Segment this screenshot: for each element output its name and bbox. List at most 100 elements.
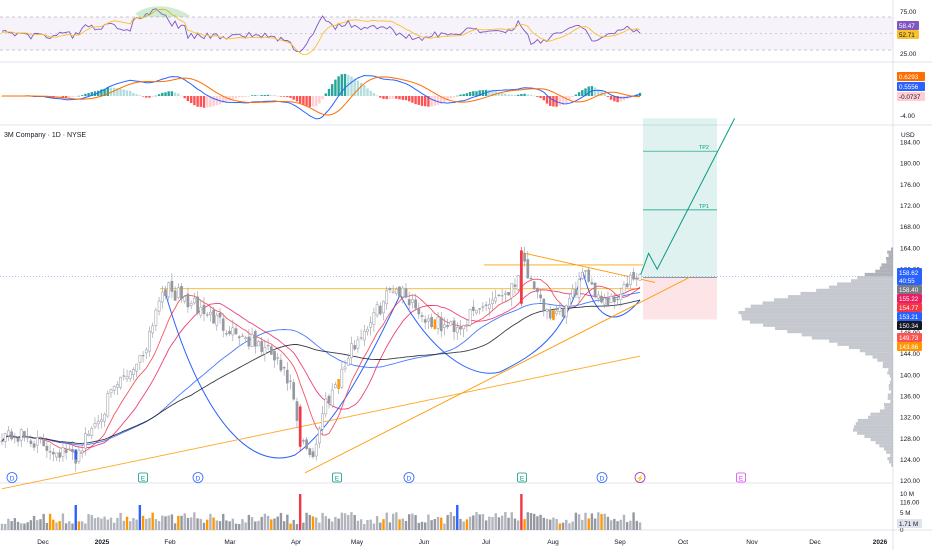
volume-profile-bar: [850, 279, 893, 283]
candle-body: [516, 275, 520, 290]
price-tick-label: 164.00: [900, 245, 920, 252]
profit-zone: [643, 118, 717, 278]
volume-profile-bar: [888, 387, 893, 391]
macd-histogram-bar: [270, 95, 273, 96]
macd-histogram-bar: [308, 96, 311, 107]
volume-bar: [327, 518, 331, 530]
volume-bar: [462, 521, 465, 530]
volume-profile-bar: [744, 307, 893, 311]
volume-profile-bar: [749, 320, 893, 324]
volume-bar: [77, 521, 81, 530]
volume-bar: [574, 512, 578, 530]
volume-bar: [606, 516, 610, 530]
candle-body: [215, 314, 219, 326]
volume-profile-bar: [888, 253, 893, 257]
target-label: TP2: [699, 145, 709, 151]
candle-body: [189, 303, 193, 306]
volume-profile-bar: [864, 272, 893, 277]
candle-body: [39, 436, 42, 439]
volume-bar: [234, 523, 238, 530]
volume-bar: [340, 512, 344, 530]
target-label: TP1: [699, 204, 709, 210]
candle-body: [427, 318, 430, 322]
volume-bar: [497, 517, 501, 530]
volume-bar: [491, 517, 494, 530]
price-badge: [897, 333, 922, 342]
volume-bar: [80, 521, 84, 530]
volume-bar: [61, 513, 65, 530]
rsi-tick-label: 25.00: [900, 51, 917, 58]
volume-bar: [513, 518, 517, 530]
macd-histogram-bar: [106, 87, 109, 96]
macd-histogram-bar: [311, 96, 315, 107]
volume-bar: [331, 521, 334, 530]
candle-body: [558, 307, 562, 312]
event-marker-label: D: [407, 476, 412, 483]
volume-profile-bar: [852, 428, 893, 432]
candle-body: [237, 336, 241, 339]
volume-bar: [539, 514, 542, 530]
macd-histogram-bar: [74, 96, 77, 97]
volume-bar: [154, 519, 158, 530]
macd-histogram-bar: [141, 96, 145, 97]
volume-profile-bar: [811, 336, 893, 340]
candle-body: [375, 304, 379, 316]
dividend-marker-icon: [6, 472, 18, 483]
candle-body: [0, 440, 4, 443]
candle-body: [449, 321, 453, 326]
macd-histogram-bar: [87, 93, 90, 96]
macd-histogram-bar: [173, 92, 177, 96]
candle-body: [587, 269, 591, 282]
volume-bar: [587, 518, 590, 530]
volume-bar: [321, 512, 324, 530]
volume-profile-bar: [890, 399, 893, 404]
macd-histogram-bar: [379, 96, 382, 98]
volume-bar: [593, 518, 597, 530]
candle-body: [244, 337, 248, 340]
price-tick-label: 176.00: [900, 182, 920, 189]
macd-histogram-bar: [536, 96, 539, 97]
macd-histogram-bar: [180, 95, 183, 97]
macd-badge: [897, 92, 925, 101]
candle-body: [398, 286, 401, 297]
volume-bar: [125, 516, 129, 530]
candle-body: [330, 389, 334, 407]
macd-histogram-bar: [568, 96, 571, 100]
macd-histogram-bar: [302, 96, 305, 105]
volume-profile-bar: [888, 383, 893, 388]
dividend-marker-icon: [403, 472, 415, 483]
candle-body: [568, 298, 571, 307]
time-axis-label: 2025: [95, 539, 110, 546]
candle-body: [180, 285, 183, 299]
volume-bar: [568, 523, 571, 530]
macd-histogram-bar: [343, 73, 347, 96]
candle-body: [90, 428, 94, 436]
candle-body: [423, 319, 427, 323]
volume-profile-bar: [887, 371, 893, 375]
earnings-marker-icon: [517, 472, 527, 483]
candle-body: [481, 306, 485, 308]
split-marker-icon: [634, 472, 646, 483]
volume-profile-bar: [879, 409, 893, 413]
macd-histogram-bar: [369, 90, 372, 96]
volume-bar: [180, 515, 183, 530]
volume-profile-bar: [837, 342, 893, 346]
volume-profile-bar: [867, 415, 893, 419]
volume-bar: [353, 515, 356, 530]
candle-body: [353, 345, 357, 350]
candle-body: [122, 375, 126, 377]
candle-body: [577, 279, 581, 298]
volume-bar: [87, 514, 90, 530]
volume-bar: [295, 523, 299, 530]
macd-histogram-bar: [77, 95, 81, 97]
volume-bar: [23, 523, 26, 530]
candle-body: [455, 327, 459, 334]
volume-profile-bar: [888, 368, 893, 372]
macd-histogram-bar: [151, 96, 154, 97]
macd-histogram-bar: [507, 94, 510, 96]
volume-profile-bar: [865, 352, 893, 356]
macd-histogram-bar: [597, 89, 600, 96]
candle-body: [23, 431, 26, 438]
volume-bar: [29, 520, 33, 530]
